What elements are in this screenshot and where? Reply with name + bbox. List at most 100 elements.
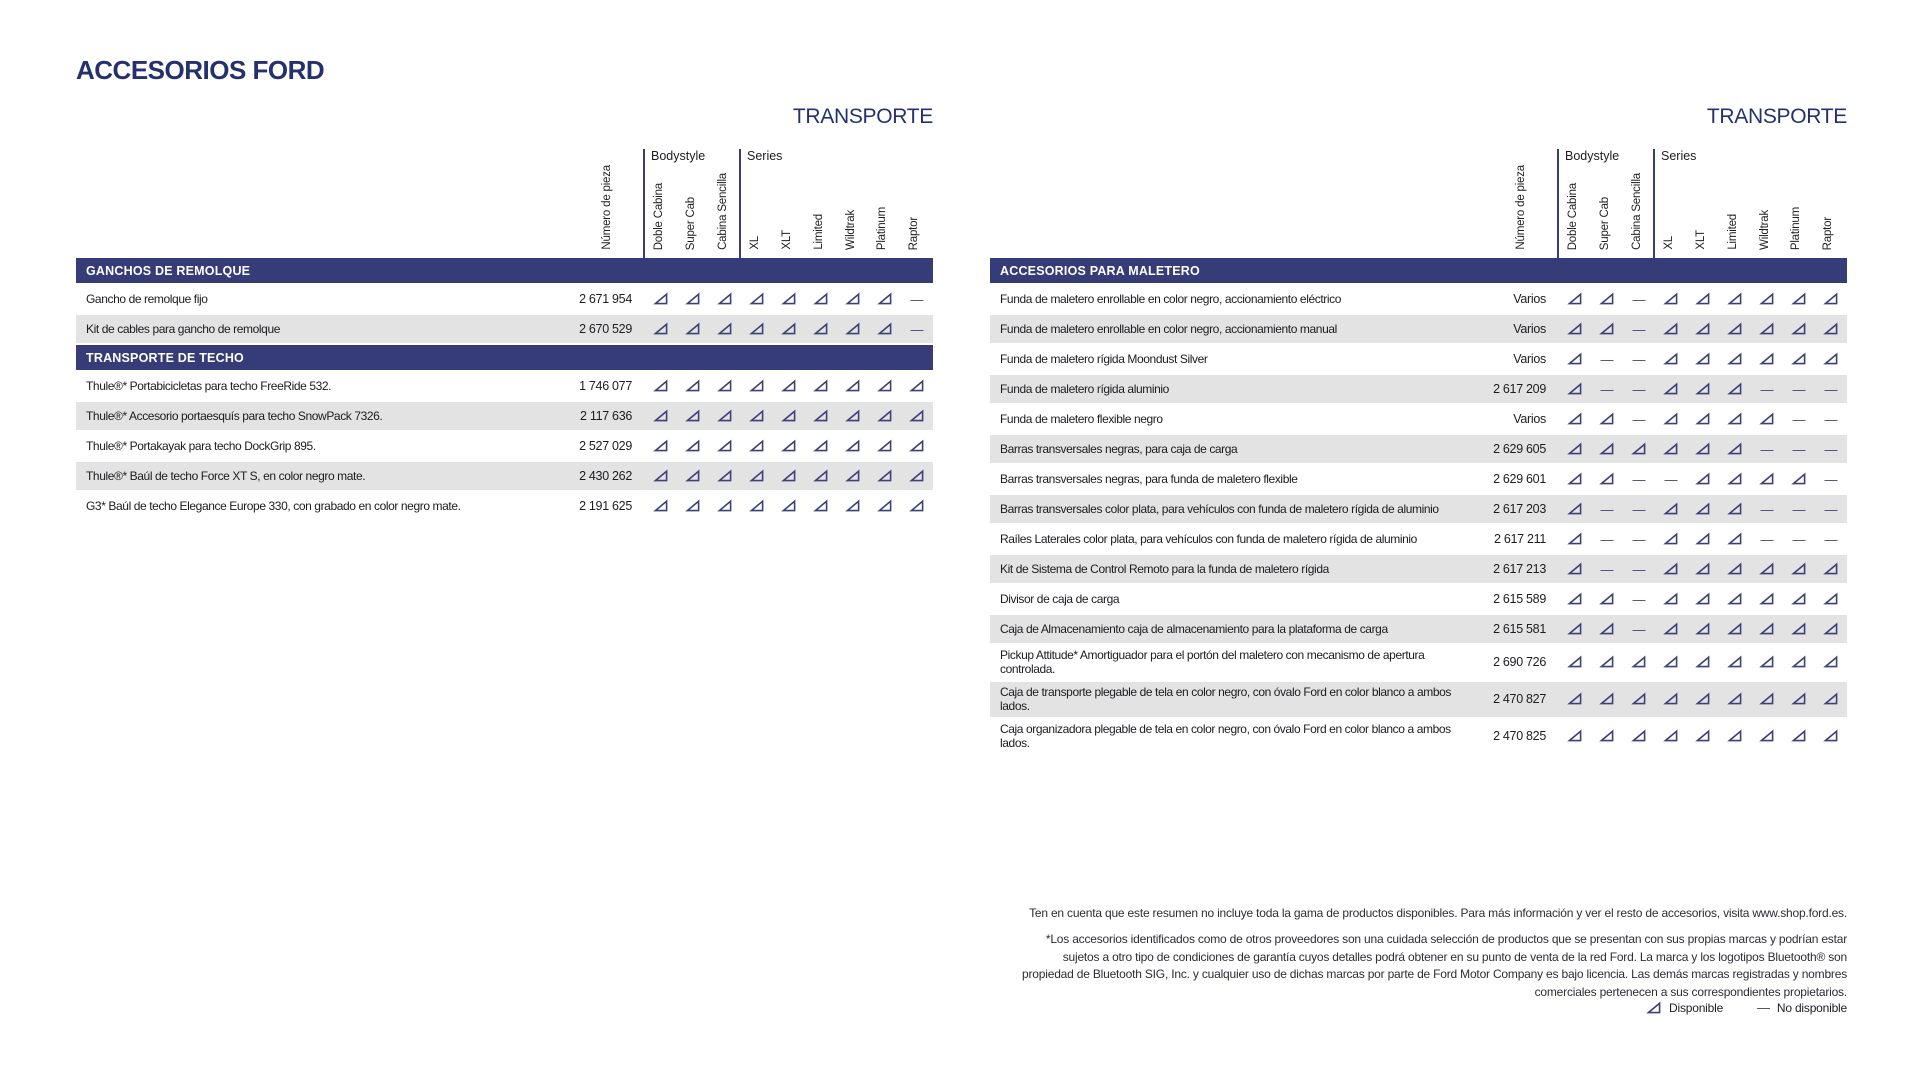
available-icon — [1815, 352, 1847, 366]
available-icon — [1751, 562, 1783, 576]
available-icon — [773, 469, 805, 483]
available-icon — [1783, 292, 1815, 306]
available-icon — [1591, 442, 1623, 456]
product-label: Caja organizadora plegable de tela en co… — [1000, 721, 1451, 750]
not-available-dash: — — [1632, 351, 1646, 367]
not-available-dash: — — [1792, 381, 1806, 397]
available-icon — [1719, 655, 1751, 669]
available-icon — [1783, 592, 1815, 606]
available-icon — [1559, 352, 1591, 366]
available-icon — [645, 379, 677, 393]
not-available-dash: — — [1632, 321, 1646, 337]
available-icon — [709, 322, 741, 336]
table-row: Raíles Laterales color plata, para vehíc… — [990, 525, 1847, 553]
table-row: Funda de maletero enrollable en color ne… — [990, 315, 1847, 343]
available-icon — [901, 499, 933, 513]
product-label: Funda de maletero enrollable en color ne… — [1000, 291, 1342, 306]
col-group-series: Series — [747, 149, 783, 163]
bodystyle-divider — [643, 149, 645, 258]
available-icon — [1719, 692, 1751, 706]
not-available-dash: — — [1664, 471, 1678, 487]
available-icon — [1751, 412, 1783, 426]
available-icon — [1719, 592, 1751, 606]
available-icon — [709, 439, 741, 453]
table-row: Barras transversales negras, para funda … — [990, 465, 1847, 493]
available-icon — [1559, 562, 1591, 576]
product-label: Divisor de caja de carga — [1000, 591, 1120, 606]
col-cabina-sencilla: Cabina Sencilla — [717, 173, 729, 250]
available-icon — [1655, 692, 1687, 706]
section-title: ACCESORIOS PARA MALETERO — [1000, 263, 1200, 278]
col-doble-cabina: Doble Cabina — [1567, 182, 1579, 250]
available-icon — [805, 322, 837, 336]
available-icon — [1687, 412, 1719, 426]
series-divider — [1653, 149, 1655, 258]
col-raptor: Raptor — [908, 216, 920, 250]
not-available-dash: — — [1632, 291, 1646, 307]
table-row: Funda de maletero rígida aluminio 2 617 2… — [990, 375, 1847, 403]
available-icon — [1687, 592, 1719, 606]
available-icon — [1815, 562, 1847, 576]
available-icon — [1591, 592, 1623, 606]
available-icon — [837, 499, 869, 513]
available-icon — [1591, 655, 1623, 669]
part-number: 2 615 589 — [1493, 592, 1546, 606]
available-icon — [1751, 322, 1783, 336]
available-icon — [901, 439, 933, 453]
part-number: 2 617 211 — [1494, 532, 1546, 546]
table-row: Barras transversales color plata, para v… — [990, 495, 1847, 523]
part-number: 2 470 827 — [1493, 692, 1546, 707]
available-icon — [1655, 532, 1687, 546]
available-icon — [1719, 352, 1751, 366]
available-icon — [1719, 532, 1751, 546]
available-icon — [773, 379, 805, 393]
available-icon — [1559, 502, 1591, 516]
table-title: TRANSPORTE — [1706, 105, 1847, 128]
available-icon — [741, 409, 773, 423]
not-available-dash: — — [1824, 411, 1838, 427]
available-icon — [869, 379, 901, 393]
available-icon — [837, 439, 869, 453]
product-label: Barras transversales negras, para funda … — [1000, 471, 1298, 486]
available-icon — [1687, 352, 1719, 366]
available-icon — [1783, 352, 1815, 366]
col-group-bodystyle: Bodystyle — [651, 149, 706, 163]
table-header: Número de pieza Bodystyle Doble Cabina S… — [990, 147, 1847, 258]
table-row: Kit de Sistema de Control Remoto para la… — [990, 555, 1847, 583]
available-icon — [773, 439, 805, 453]
available-icon — [1719, 729, 1751, 743]
available-icon — [1623, 729, 1655, 743]
col-xl: XL — [749, 236, 761, 250]
part-number: 2 615 581 — [1493, 622, 1546, 636]
not-available-dash: — — [1632, 471, 1646, 487]
legend-not-available-label: No disponible — [1776, 1000, 1847, 1015]
not-available-dash: — — [1824, 471, 1838, 487]
not-available-dash: — — [1632, 381, 1646, 397]
available-icon — [741, 292, 773, 306]
col-platinum: Platinum — [1790, 206, 1802, 250]
available-icon — [1719, 472, 1751, 486]
available-icon — [1687, 622, 1719, 636]
not-available-dash: — — [1824, 441, 1838, 457]
available-icon — [1815, 729, 1847, 743]
available-icon — [773, 499, 805, 513]
product-label: Funda de maletero enrollable en color ne… — [1000, 321, 1337, 336]
col-group-bodystyle: Bodystyle — [1565, 149, 1620, 163]
available-icon — [741, 322, 773, 336]
available-icon — [1655, 562, 1687, 576]
available-icon — [901, 409, 933, 423]
table-row: Funda de maletero enrollable en color ne… — [990, 285, 1847, 313]
available-icon — [1687, 692, 1719, 706]
available-icon — [1687, 322, 1719, 336]
product-label: Raíles Laterales color plata, para vehíc… — [1000, 531, 1417, 546]
transport-table-left: TRANSPORTE Número de pieza Bodystyle Dob… — [76, 105, 933, 522]
available-icon — [677, 322, 709, 336]
table-row: Gancho de remolque fijo 2 671 954 — — [76, 285, 933, 313]
available-icon — [645, 469, 677, 483]
not-available-dash: — — [1760, 501, 1774, 517]
product-label: Gancho de remolque fijo — [86, 291, 208, 306]
part-number: Varios — [1513, 322, 1546, 336]
available-icon — [1687, 382, 1719, 396]
available-icon — [1655, 592, 1687, 606]
available-icon — [1687, 292, 1719, 306]
